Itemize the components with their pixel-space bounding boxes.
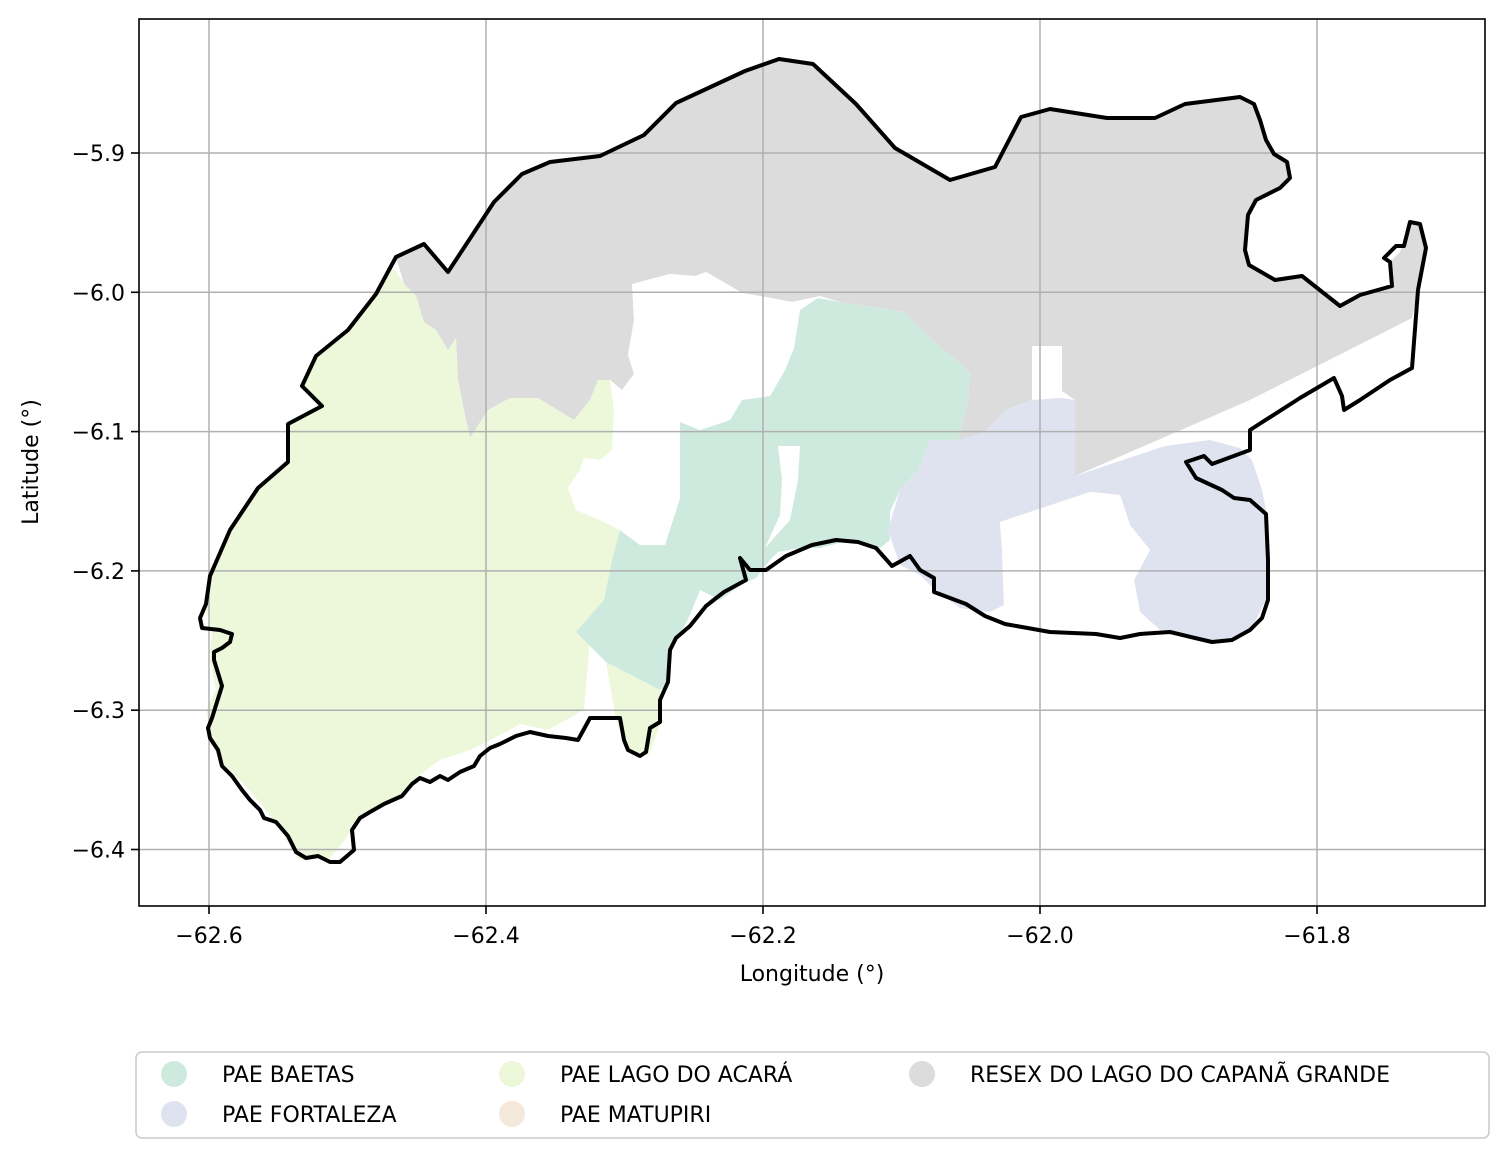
x-axis-label: Longitude (°) <box>740 962 885 987</box>
y-tick-label: −6.0 <box>72 281 125 306</box>
y-tick-label: −6.1 <box>72 421 125 446</box>
y-tick-label: −6.4 <box>72 839 125 864</box>
legend-swatch <box>499 1061 525 1087</box>
x-axis-ticks: −62.6 −62.4 −62.2 −62.0 −61.8 <box>175 906 1351 949</box>
protected-area-regions <box>206 59 1425 860</box>
legend-item-fortaleza: PAE FORTALEZA <box>161 1101 397 1128</box>
x-tick-label: −62.0 <box>1006 924 1073 949</box>
legend-swatch <box>909 1061 935 1087</box>
legend-label: PAE MATUPIRI <box>560 1103 711 1128</box>
y-tick-label: −6.3 <box>72 699 125 724</box>
region-gap-west <box>568 272 800 545</box>
legend-frame <box>135 1051 1490 1139</box>
x-tick-label: −62.2 <box>729 924 796 949</box>
legend-swatch <box>161 1101 187 1127</box>
legend-items: PAE BAETAS PAE FORTALEZA PAE LAGO DO ACARÁ… <box>161 1061 1390 1128</box>
axes-frame <box>138 18 1486 907</box>
legend-item-capana: RESEX DO LAGO DO CAPANÃ GRANDE <box>909 1061 1390 1088</box>
y-tick-label: −5.9 <box>72 142 125 167</box>
legend-label: PAE BAETAS <box>222 1063 355 1088</box>
map-plot-area <box>139 19 1485 906</box>
region-resex-capana-grande[interactable] <box>396 59 1425 476</box>
study-area-outline <box>198 57 1428 864</box>
x-tick-label: −62.6 <box>175 924 242 949</box>
y-axis-label: Latitude (°) <box>19 399 44 525</box>
region-gap-east <box>1000 492 1195 640</box>
region-pae-lago-do-acara[interactable] <box>206 268 620 860</box>
legend: PAE BAETAS PAE FORTALEZA PAE LAGO DO ACARÁ… <box>135 1051 1490 1139</box>
y-tick-label: −6.2 <box>72 560 125 585</box>
x-tick-label: −62.4 <box>452 924 519 949</box>
legend-item-acara: PAE LAGO DO ACARÁ <box>499 1061 792 1088</box>
legend-label: PAE LAGO DO ACARÁ <box>560 1062 792 1088</box>
legend-label: RESEX DO LAGO DO CAPANÃ GRANDE <box>970 1061 1390 1088</box>
legend-label: PAE FORTALEZA <box>222 1103 397 1128</box>
legend-swatch <box>161 1061 187 1087</box>
map-grid <box>139 19 1485 906</box>
region-pae-fortaleza[interactable] <box>888 398 1268 640</box>
y-axis-ticks: −5.9 −6.0 −6.1 −6.2 −6.3 −6.4 <box>72 142 139 864</box>
legend-swatch <box>499 1101 525 1127</box>
legend-item-matupiri: PAE MATUPIRI <box>499 1101 711 1128</box>
region-gap-channel <box>765 446 800 548</box>
legend-item-baetas: PAE BAETAS <box>161 1061 355 1088</box>
region-pae-baetas[interactable] <box>576 298 970 690</box>
x-tick-label: −61.8 <box>1283 924 1350 949</box>
